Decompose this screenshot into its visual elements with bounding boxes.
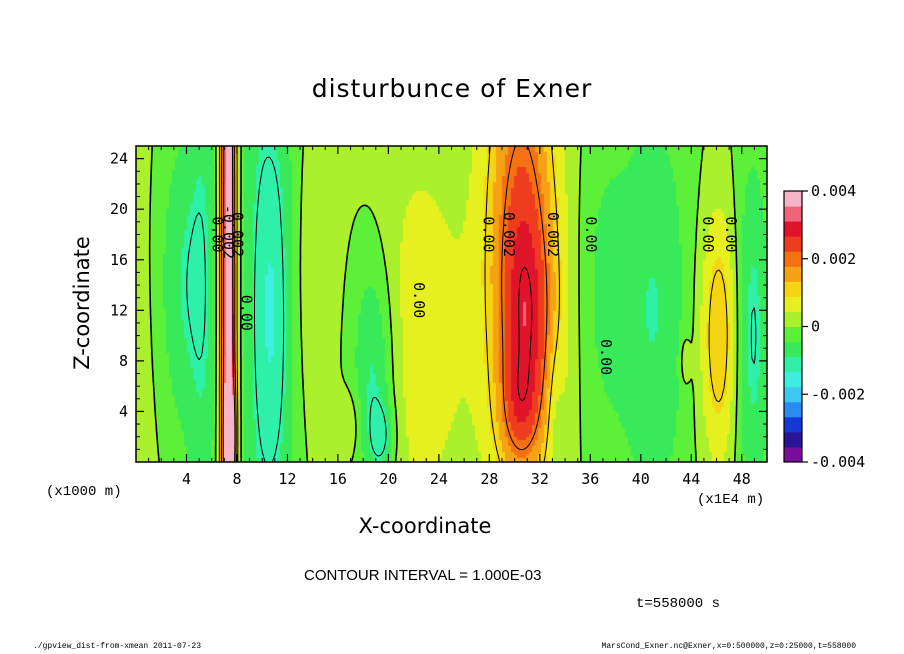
colorbar-tick-label: 0.002 [811, 250, 856, 268]
colorbar-segment [784, 341, 802, 358]
y-axis-label: Z-coordinate [70, 236, 94, 370]
x-tick-label: 40 [632, 470, 650, 488]
field-fill [136, 146, 767, 462]
contour-label: -0.002 [220, 205, 238, 259]
x-unit-label: (x1000 m) [46, 484, 122, 500]
colorbar-segment [784, 191, 802, 207]
footer-left: ./gpview_dist-from-xmean 2011-07-23 [33, 642, 202, 651]
colorbar-segment [784, 401, 802, 418]
x-tick-label: 16 [329, 470, 347, 488]
x-tick-label: 8 [232, 470, 241, 488]
x-tick-label: 32 [531, 470, 549, 488]
colorbar-segment [784, 371, 802, 388]
contour-line [218, 145, 728, 463]
y-tick-label: 24 [110, 150, 128, 168]
time-label: t=558000 s [636, 596, 721, 612]
contour-interval-text: CONTOUR INTERVAL = 1.000E-03 [304, 567, 542, 584]
colorbar-segment [784, 221, 802, 237]
x-tick-label: 44 [682, 470, 700, 488]
y-tick-label: 20 [110, 200, 128, 218]
colorbar-segment [784, 281, 802, 297]
colorbar-segment [784, 296, 802, 312]
colorbar-segment [784, 416, 802, 433]
colorbar-segment [784, 236, 802, 252]
contour-line [186, 156, 757, 463]
x-tick-label: 36 [581, 470, 599, 488]
contour-label: 0.00 [480, 216, 498, 252]
colorbar-segment [784, 431, 802, 448]
colorbar-segment [784, 446, 802, 463]
contour-line [222, 146, 533, 462]
x-tick-label: 20 [379, 470, 397, 488]
contour-label: 0.00 [722, 216, 740, 252]
y-tick-label: 4 [119, 402, 128, 420]
colorbar-segment [784, 386, 802, 403]
contour-label: 0.00 [237, 295, 255, 331]
x-tick-label: 4 [182, 470, 191, 488]
colorbar-tick-label: -0.004 [811, 453, 865, 471]
footer-right: MarsCond_Exner.nc@Exner,x=0:500000,z=0:2… [601, 642, 856, 651]
colorbar-segment [784, 311, 802, 327]
x-axis-label: X-coordinate [358, 514, 492, 538]
contour-label: 0.002 [500, 212, 518, 257]
colorbar-tick-label: 0.004 [811, 182, 856, 200]
colorbar-segment [784, 206, 802, 222]
contour-label: 0.00 [582, 216, 600, 252]
chart-title: disturbunce of Exner [311, 74, 593, 103]
contour-label: 0.00 [410, 282, 428, 318]
y-tick-label: 12 [110, 301, 128, 319]
colorbar-segment [784, 251, 802, 267]
contour-label: 0.00 [699, 216, 717, 252]
x-tick-label: 24 [430, 470, 448, 488]
contour-label: 0.002 [544, 212, 562, 257]
colorbar-segment [784, 266, 802, 282]
contour-line [221, 145, 548, 462]
x-tick-label: 12 [278, 470, 296, 488]
contour-line [148, 145, 739, 463]
x-scale-label: (x1E4 m) [697, 492, 765, 508]
y-tick-label: 8 [119, 352, 128, 370]
contour-label: 0.00 [208, 216, 226, 252]
contour-label: 0.002 [228, 212, 246, 257]
colorbar-tick-label: -0.002 [811, 385, 865, 403]
x-tick-label: 48 [733, 470, 751, 488]
colorbar-segment [784, 356, 802, 373]
contour-label: 0.00 [597, 339, 615, 375]
x-tick-label: 28 [480, 470, 498, 488]
colorbar-tick-label: 0 [811, 318, 820, 336]
colorbar-segment [784, 326, 802, 343]
y-tick-label: 16 [110, 251, 128, 269]
